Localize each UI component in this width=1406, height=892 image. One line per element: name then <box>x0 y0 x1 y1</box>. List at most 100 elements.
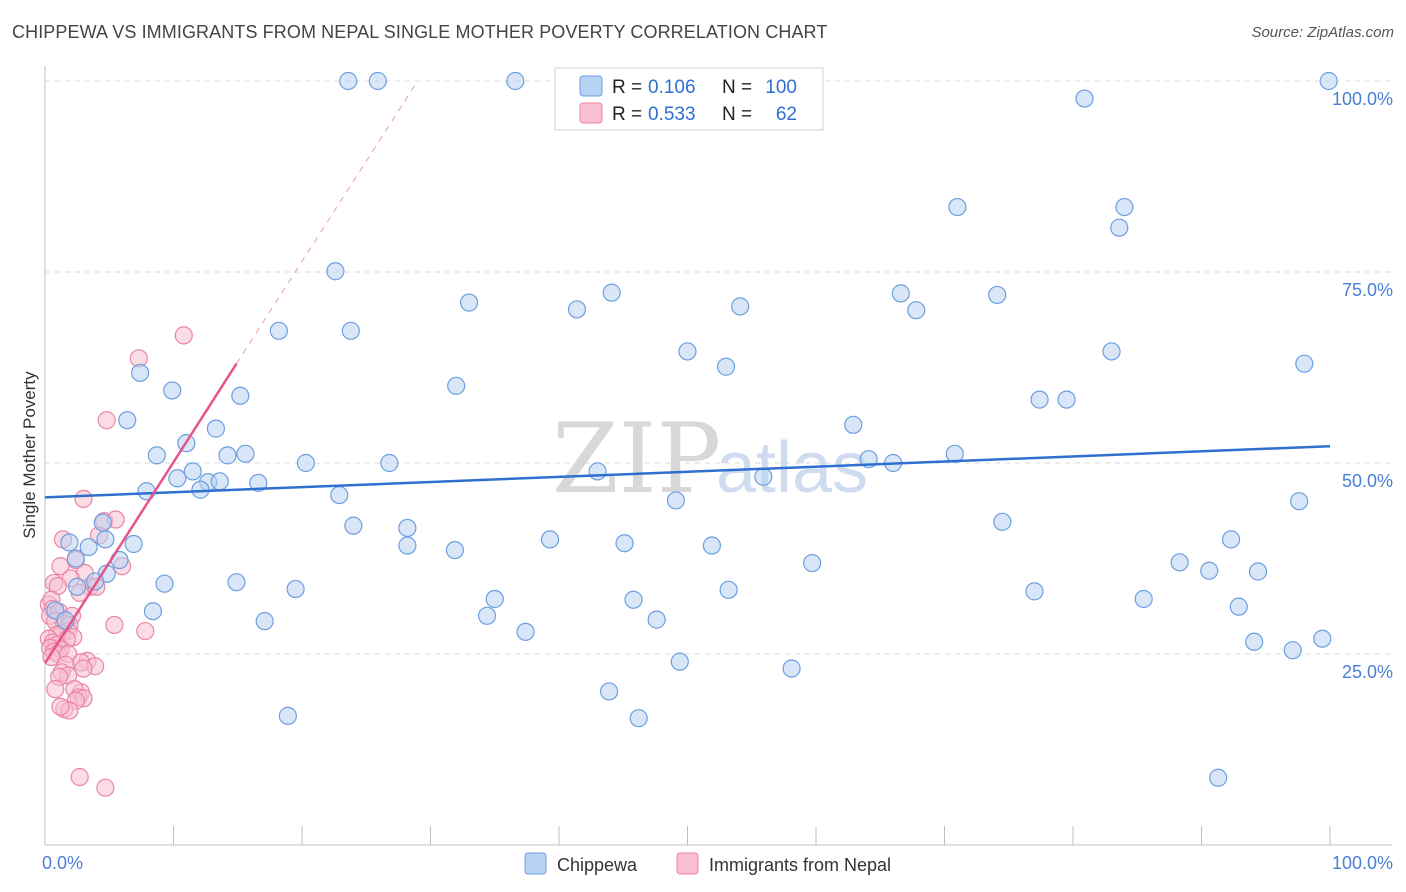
chippewa-point-41 <box>754 467 773 486</box>
y-tick-label-1: 50.0% <box>1342 471 1393 491</box>
legend-r-label-nepal: R = <box>612 104 642 125</box>
legend-n-label-chippewa: N = <box>722 77 752 98</box>
chippewa-point-20 <box>716 357 736 376</box>
chippewa-point-7 <box>1110 218 1129 237</box>
chippewa-point-96 <box>629 709 648 728</box>
legend-swatch-nepal <box>579 102 603 124</box>
chippewa-point-8 <box>326 262 345 281</box>
series-legend: Chippewa Immigrants from Nepal <box>524 852 891 875</box>
chippewa-point-92 <box>670 652 689 671</box>
chippewa-point-63 <box>615 534 634 553</box>
chippewa-point-49 <box>330 485 349 505</box>
chippewa-point-68 <box>803 553 822 573</box>
chippewa-point-58 <box>96 530 115 549</box>
chippewa-point-10 <box>459 293 479 312</box>
chippewa-point-3 <box>1319 71 1338 91</box>
chippewa-point-57 <box>79 537 98 557</box>
chippewa-point-70 <box>1200 561 1219 580</box>
chippewa-point-56 <box>60 533 79 552</box>
chippewa-point-97 <box>1209 768 1228 787</box>
chippewa-point-82 <box>1134 589 1153 609</box>
chippewa-point-36 <box>296 453 315 473</box>
nepal-point-0 <box>174 326 193 345</box>
chippewa-point-0 <box>339 71 358 91</box>
chippewa-point-19 <box>1102 342 1121 361</box>
nepal-point-28 <box>136 621 155 641</box>
y-tick-labels: 25.0% 50.0% 75.0% 100.0% <box>1332 89 1393 682</box>
nepal-point-51 <box>46 680 65 699</box>
y-tick-label-0: 25.0% <box>1342 662 1393 682</box>
legend-swatch-chippewa <box>579 75 603 97</box>
chippewa-point-86 <box>647 610 666 629</box>
chippewa-point-9 <box>602 283 621 302</box>
chippewa-point-11 <box>567 300 587 319</box>
chippewa-point-32 <box>218 446 237 465</box>
chippewa-point-94 <box>600 682 619 701</box>
chippewa-point-61 <box>445 540 465 560</box>
chippewa-point-76 <box>227 573 246 592</box>
chippewa-point-78 <box>719 580 738 599</box>
chippewa-point-75 <box>155 574 174 593</box>
chippewa-point-40 <box>588 462 607 481</box>
chippewa-point-77 <box>286 579 305 599</box>
chippewa-point-64 <box>702 536 722 555</box>
chippewa-point-2 <box>506 71 525 91</box>
chippewa-point-42 <box>168 469 187 488</box>
chippewa-point-28 <box>118 411 137 430</box>
legend-r-value-nepal: 0.533 <box>648 104 696 125</box>
trend-line-chippewa <box>44 444 1331 499</box>
chippewa-point-87 <box>255 612 274 631</box>
chippewa-point-1 <box>368 71 387 91</box>
chippewa-point-84 <box>143 602 163 621</box>
chippewa-point-65 <box>1221 530 1241 549</box>
watermark-zip: ZIP <box>552 403 721 515</box>
source-credit: Source: ZipAtlas.com <box>1251 24 1394 41</box>
x-tick-labels: 0.0% 100.0% <box>42 853 1393 873</box>
chippewa-point-89 <box>1245 632 1264 651</box>
chippewa-point-95 <box>278 706 297 725</box>
x-tick-label-1: 100.0% <box>1332 853 1393 873</box>
chippewa-point-62 <box>540 530 560 549</box>
chippewa-point-80 <box>485 589 504 609</box>
chippewa-point-43 <box>183 462 202 481</box>
nepal-point-60 <box>70 767 89 787</box>
nepal-point-9 <box>51 557 70 576</box>
axes <box>44 66 1392 846</box>
chippewa-point-51 <box>1290 492 1309 511</box>
chippewa-point-35 <box>380 453 399 473</box>
series-legend-swatch-nepal <box>676 852 699 875</box>
legend-n-label-nepal: N = <box>722 104 752 125</box>
trend-lines <box>43 80 1331 664</box>
watermark: ZIP atlas <box>552 403 868 515</box>
chippewa-point-50 <box>666 491 686 510</box>
chippewa-point-14 <box>907 301 926 320</box>
chippewa-point-45 <box>210 472 229 491</box>
y-tick-label-3: 100.0% <box>1332 89 1393 109</box>
chippewa-point-85 <box>477 606 497 625</box>
trend-line-nepal <box>43 363 238 664</box>
chippewa-point-30 <box>844 415 863 434</box>
legend-n-value-nepal: 62 <box>776 104 797 125</box>
nepal-point-2 <box>97 411 116 430</box>
chippewa-point-81 <box>624 590 643 609</box>
chippewa-point-29 <box>206 419 226 438</box>
nepal-point-27 <box>105 615 124 635</box>
chippewa-point-25 <box>231 386 250 405</box>
stats-legend: R = 0.106 N = 100 R = 0.533 N = 62 <box>554 67 824 131</box>
chippewa-point-59 <box>124 534 143 554</box>
chippewa-point-53 <box>344 516 363 535</box>
series-chippewa <box>46 71 1338 787</box>
chippewa-point-88 <box>516 622 535 641</box>
chippewa-point-15 <box>988 285 1007 305</box>
nepal-point-47 <box>74 659 93 678</box>
chippewa-point-33 <box>236 444 255 463</box>
legend-n-value-chippewa: 100 <box>765 77 797 98</box>
series-legend-label-chippewa: Chippewa <box>557 855 638 875</box>
chippewa-point-52 <box>93 513 112 532</box>
y-tick-label-2: 75.0% <box>1342 280 1393 300</box>
chippewa-point-46 <box>249 473 268 492</box>
chippewa-point-21 <box>1295 354 1314 373</box>
chippewa-point-71 <box>1248 562 1268 581</box>
chippewa-point-13 <box>891 284 910 303</box>
